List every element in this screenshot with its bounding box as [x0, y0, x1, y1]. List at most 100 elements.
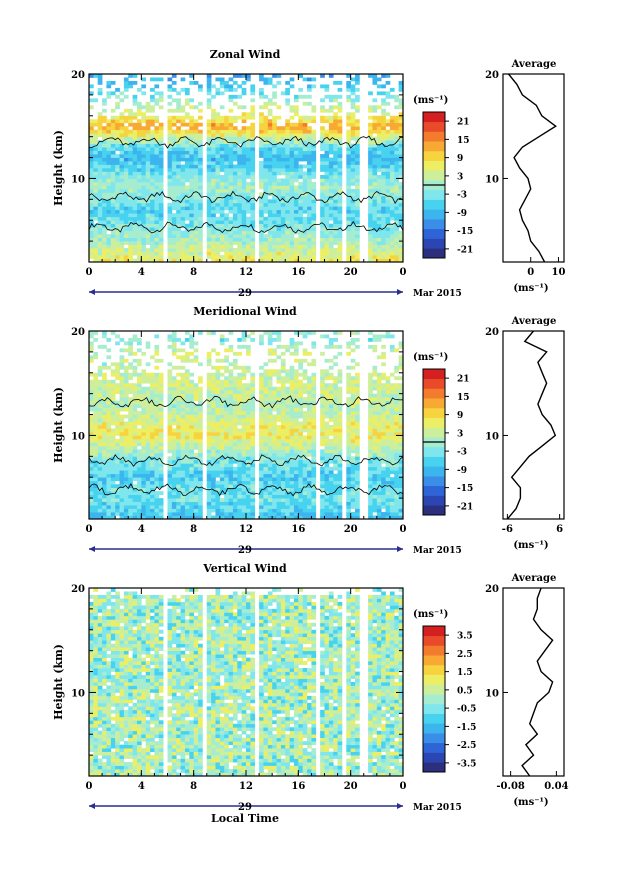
heatmap-cell: [328, 133, 334, 138]
heatmap-cell: [93, 202, 99, 207]
heatmap-cell: [328, 414, 334, 419]
heatmap-cell: [276, 181, 282, 186]
heatmap-cell: [232, 101, 238, 106]
heatmap-cell: [346, 213, 352, 218]
heatmap-cell: [368, 143, 373, 148]
heatmap-cell: [311, 456, 317, 461]
heatmap-cell: [102, 98, 107, 103]
heatmap-cell: [237, 241, 242, 245]
heatmap-cell: [193, 473, 199, 478]
heatmap-cell: [232, 209, 238, 214]
heatmap-cell: [285, 161, 290, 165]
heatmap-cell: [119, 157, 125, 162]
heatmap-cell: [145, 122, 151, 127]
heatmap-cell: [376, 477, 382, 482]
heatmap-cell: [128, 414, 133, 419]
heatmap-cell: [311, 512, 317, 516]
heatmap-cell: [128, 157, 133, 162]
chart-title: Zonal Wind: [210, 48, 281, 61]
heatmap-cell: [198, 438, 203, 443]
heatmap-cell: [158, 133, 164, 138]
heatmap-cell: [263, 80, 269, 85]
heatmap-cell: [333, 425, 338, 429]
heatmap-cell: [154, 491, 160, 495]
heatmap-cell: [280, 435, 286, 440]
heatmap-cell: [389, 484, 395, 489]
heatmap-cell: [150, 480, 155, 485]
heatmap-cell: [189, 209, 195, 214]
heatmap-cell: [110, 466, 116, 471]
heatmap-cell: [333, 181, 338, 186]
heatmap-cell: [372, 459, 378, 464]
heatmap-cell: [132, 470, 138, 475]
heatmap-cell: [141, 251, 147, 256]
heatmap-cell: [324, 84, 330, 89]
heatmap-cell: [198, 192, 203, 197]
heatmap-cell: [89, 456, 94, 461]
heatmap-cell: [123, 209, 129, 214]
heatmap-cell: [110, 157, 116, 162]
heatmap-cell: [385, 418, 391, 422]
heatmap-cell: [176, 512, 181, 516]
heatmap-cell: [141, 505, 147, 509]
heatmap-cell: [311, 494, 317, 499]
heatmap-cell: [219, 445, 225, 450]
heatmap-cell: [389, 230, 395, 235]
heatmap-cell: [154, 258, 160, 263]
heatmap-cell: [89, 473, 94, 478]
heatmap-cell: [372, 230, 378, 235]
heatmap-cell: [224, 442, 229, 447]
heatmap-cell: [106, 508, 112, 513]
heatmap-cell: [93, 258, 99, 263]
heatmap-cell: [337, 435, 343, 440]
heatmap-cell: [385, 251, 391, 256]
heatmap-cell: [280, 508, 286, 513]
heatmap-cell: [119, 213, 125, 218]
heatmap-cell: [267, 445, 273, 450]
heatmap-cell: [206, 74, 212, 78]
heatmap-cell: [89, 244, 94, 249]
heatmap-cell: [337, 199, 343, 204]
heatmap-cell: [272, 181, 277, 186]
heatmap-cell: [128, 150, 133, 155]
heatmap-cell: [215, 512, 221, 516]
heatmap-cell: [232, 171, 238, 176]
heatmap-cell: [150, 445, 155, 450]
heatmap-cell: [93, 234, 99, 238]
heatmap-cell: [381, 258, 386, 263]
heatmap-cell: [346, 477, 352, 482]
heatmap-cell: [176, 491, 181, 495]
heatmap-cell: [102, 477, 107, 482]
heatmap-cell: [106, 133, 112, 138]
heatmap-cell: [237, 251, 242, 256]
heatmap-cell: [337, 154, 343, 158]
heatmap-cell: [250, 445, 256, 450]
heatmap-cell: [102, 129, 107, 134]
heatmap-cell: [289, 512, 295, 516]
heatmap-cell: [102, 498, 107, 502]
heatmap-cell: [381, 438, 386, 443]
heatmap-cell: [389, 491, 395, 495]
heatmap-cell: [263, 122, 269, 127]
heatmap-cell: [219, 411, 225, 415]
heatmap-cell: [115, 248, 120, 252]
heatmap-cell: [272, 508, 277, 513]
heatmap-cell: [224, 425, 229, 429]
heatmap-cell: [167, 227, 173, 232]
heatmap-cell: [398, 512, 404, 516]
heatmap-cell: [324, 491, 330, 495]
heatmap-cell: [302, 466, 308, 471]
heatmap-cell: [193, 425, 199, 429]
heatmap-cell: [272, 442, 277, 447]
x-tick-label: 12: [239, 267, 253, 278]
heatmap-cell: [289, 255, 295, 259]
heatmap-cell: [372, 195, 378, 200]
heatmap-cell: [228, 140, 234, 144]
heatmap-cell: [389, 209, 395, 214]
heatmap-cell: [128, 251, 133, 256]
heatmap-cell: [219, 452, 225, 457]
heatmap-cell: [328, 501, 334, 506]
heatmap-cell: [150, 505, 155, 509]
heatmap-cell: [180, 456, 186, 461]
heatmap-cell: [228, 435, 234, 440]
